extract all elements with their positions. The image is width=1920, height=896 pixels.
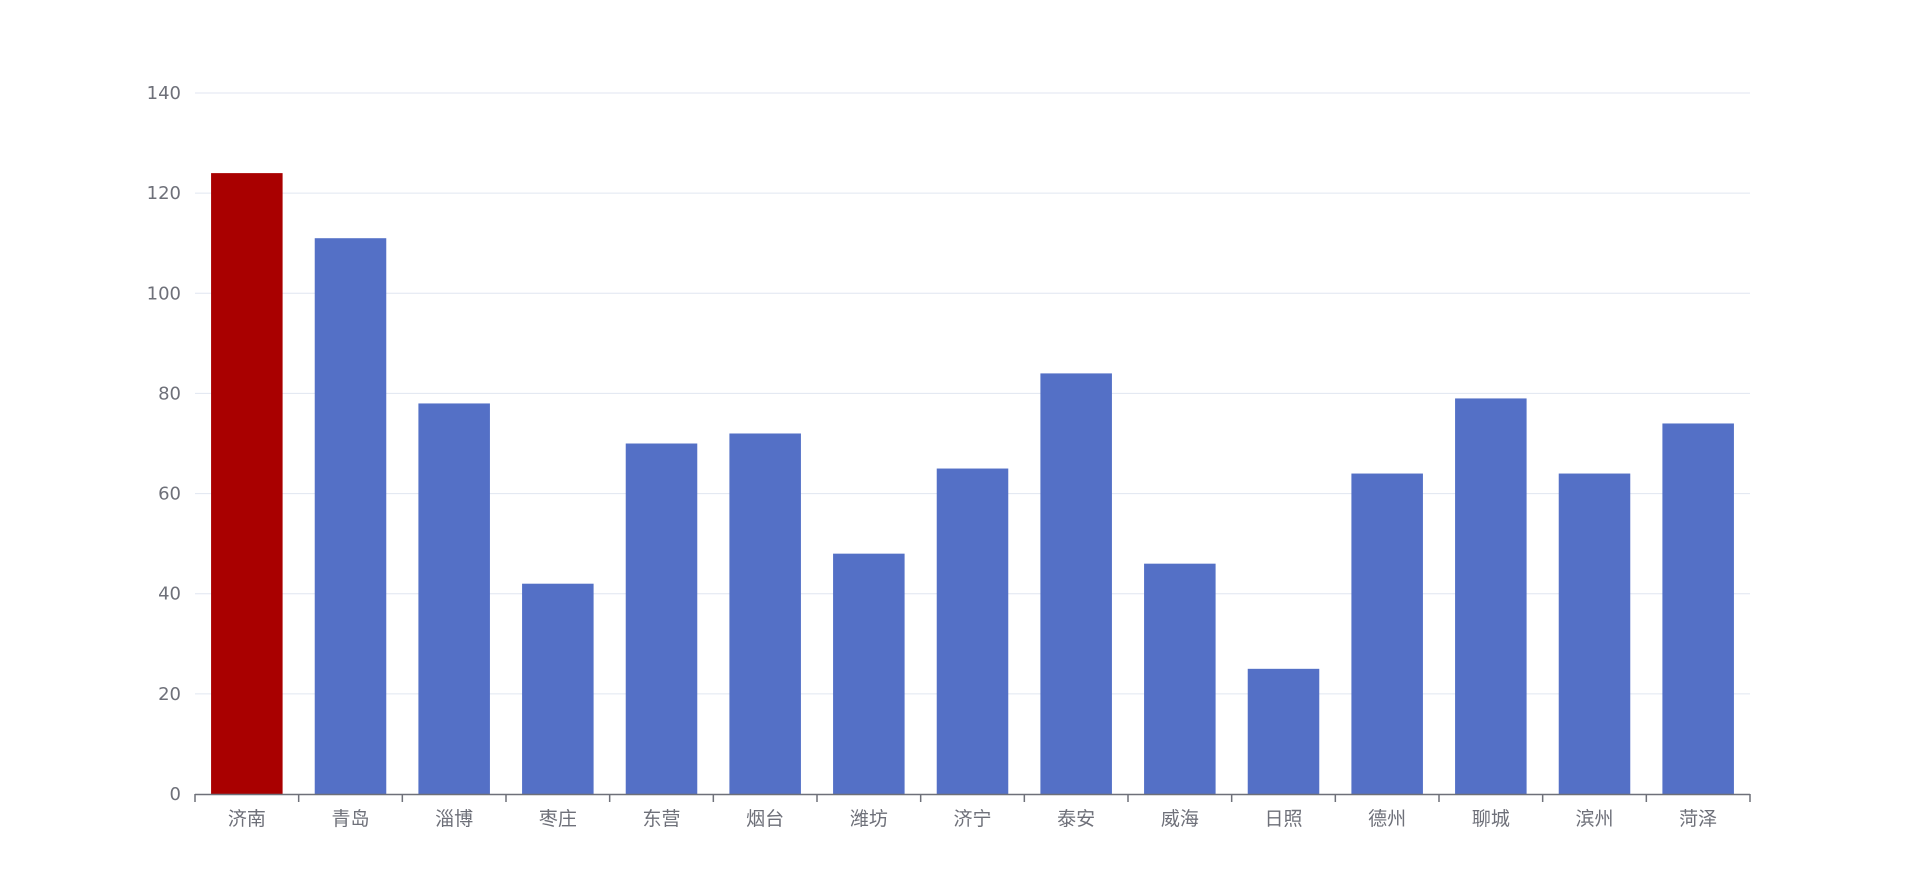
bar-7 [936, 468, 1009, 794]
bar-8 [1040, 373, 1112, 794]
x-tick-label: 烟台 [746, 808, 784, 830]
axis-layer [194, 793, 1751, 802]
x-tick-label: 聊城 [1472, 808, 1510, 830]
x-tick-label: 潍坊 [850, 808, 888, 830]
bar-5 [729, 433, 801, 794]
bar-0 [211, 173, 283, 795]
y-tick-label: 20 [158, 684, 181, 705]
x-tick-label: 济宁 [953, 808, 991, 830]
y-tick-label: 140 [147, 83, 181, 104]
bar-3 [522, 583, 594, 794]
bar-10 [1247, 668, 1320, 794]
x-tick-label: 威海 [1161, 808, 1199, 830]
bar-11 [1351, 473, 1423, 794]
y-tick-label: 80 [158, 383, 181, 404]
bars-layer [211, 173, 1734, 795]
bar-13 [1558, 473, 1631, 794]
bar-9 [1144, 563, 1216, 794]
y-tick-label: 60 [158, 484, 181, 505]
x-tick-label: 日照 [1264, 808, 1302, 830]
labels-layer: 0 20 40 60 80 100 120 140 济南 青岛 淄博 枣庄 东营 烟台 潍坊 济宁 泰安 威海 日照… [147, 83, 1718, 830]
bar-4 [625, 443, 698, 794]
y-tick-label: 100 [147, 283, 181, 304]
x-tick-label: 青岛 [331, 808, 369, 830]
bar-6 [833, 553, 905, 794]
bar-12 [1455, 398, 1527, 794]
bar-14 [1662, 423, 1734, 794]
x-tick-label: 德州 [1368, 808, 1406, 830]
x-tick-label: 滨州 [1575, 808, 1613, 830]
y-tick-label: 40 [158, 584, 181, 605]
x-tick-label: 淄博 [435, 808, 473, 830]
x-tick-label: 菏泽 [1679, 808, 1717, 830]
bar-2 [418, 403, 490, 794]
x-tick-label: 东营 [642, 808, 680, 830]
x-tick-label: 枣庄 [539, 808, 577, 830]
y-tick-label: 0 [170, 784, 181, 805]
y-tick-label: 120 [147, 183, 181, 204]
bar-1 [314, 238, 387, 794]
x-tick-label: 泰安 [1057, 808, 1095, 830]
x-tick-label: 济南 [228, 808, 266, 830]
